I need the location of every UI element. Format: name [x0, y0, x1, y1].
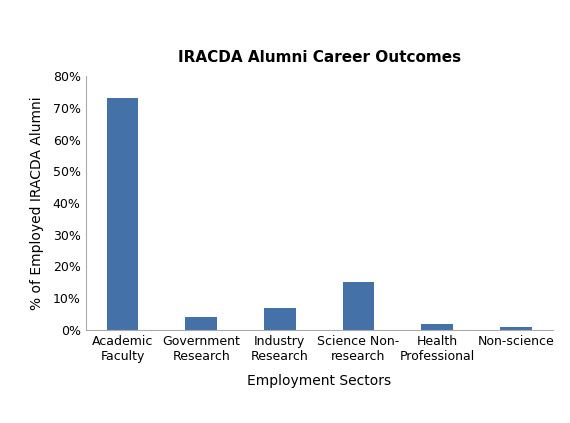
Bar [185, 317, 217, 330]
Bar [264, 308, 296, 330]
X-axis label: Employment Sectors: Employment Sectors [247, 374, 391, 388]
Bar [500, 327, 532, 330]
Bar [343, 283, 374, 330]
Bar [107, 99, 138, 330]
Y-axis label: % of Employed IRACDA Alumni: % of Employed IRACDA Alumni [30, 96, 44, 310]
Bar [421, 324, 453, 330]
Title: IRACDA Alumni Career Outcomes: IRACDA Alumni Career Outcomes [178, 50, 461, 65]
